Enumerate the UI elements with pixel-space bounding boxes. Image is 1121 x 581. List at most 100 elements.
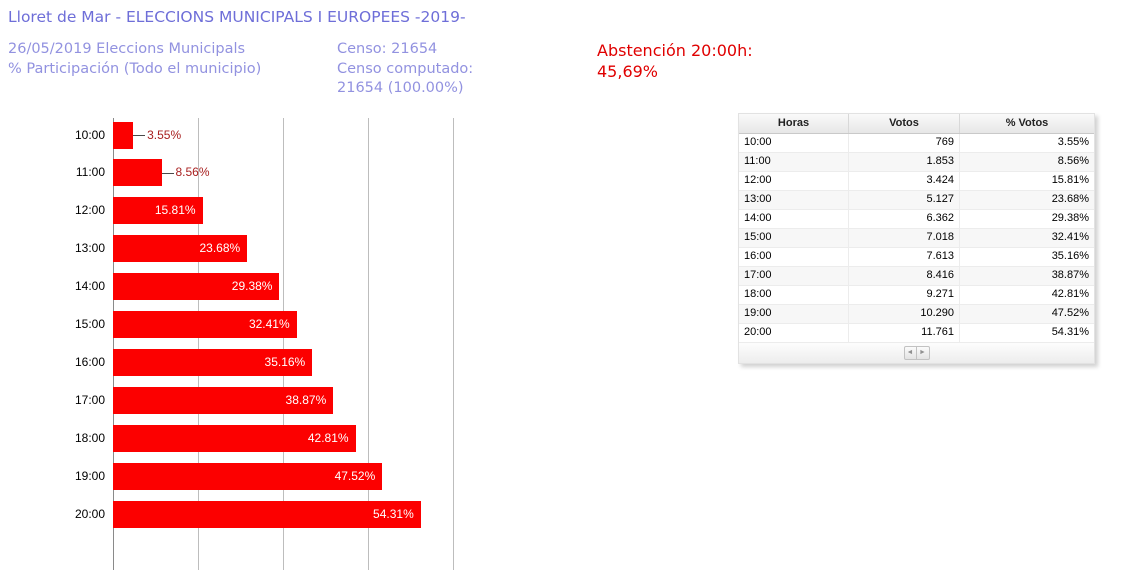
category-label: 13:00 (74, 241, 105, 256)
subtitle-metric-line: % Participación (Todo el municipio) (8, 60, 262, 77)
bar: 29.38% (113, 273, 280, 301)
bar (113, 121, 134, 149)
bar-value-label: 15.81% (154, 203, 196, 218)
cell: 1.853 (849, 153, 960, 171)
cell: 19:00 (739, 305, 849, 323)
cell: 10.290 (849, 305, 960, 323)
cell: 23.68% (1051, 193, 1089, 205)
cell: 7.613 (849, 248, 960, 266)
chart-subtitle: 26/05/2019 Eleccions Municipals % Partic… (8, 40, 261, 79)
gridline (283, 118, 284, 570)
column-header-votos[interactable]: % Votos (1005, 117, 1049, 129)
subtitle-date-line: 26/05/2019 Eleccions Municipals (8, 41, 246, 57)
bar: 38.87% (113, 386, 334, 414)
cell: 18:00 (739, 286, 849, 304)
cell: 38.87% (1051, 269, 1089, 281)
gridline (453, 118, 454, 570)
category-label: 16:00 (74, 354, 105, 369)
census-info: Censo: 21654 Censo computado: 21654 (100… (337, 40, 473, 99)
category-label: 11:00 (75, 165, 105, 180)
cell: 8.416 (849, 267, 960, 285)
votes-table-pager: ◄ ► (739, 343, 1094, 363)
cell: 15.81% (1051, 174, 1089, 186)
table-row[interactable]: 14:00 6.362 29.38% (739, 210, 1094, 229)
bar-value-label: 42.81% (307, 430, 349, 445)
participation-chart: 10:00 3.55% 11:00 8.56% 12:00 15.81% 13:00 23.6… (0, 113, 560, 575)
votes-table: Horas Votos % Votos 10:00 769 3.55% 11:00 1.85… (738, 113, 1095, 364)
table-row[interactable]: 12:00 3.424 15.81% (739, 172, 1094, 191)
column-header-votos[interactable]: Votos (849, 114, 960, 133)
bar: 47.52% (113, 462, 383, 490)
category-label: 12:00 (74, 203, 105, 218)
table-row[interactable]: 17:00 8.416 38.87% (739, 267, 1094, 286)
bar: 32.41% (113, 311, 297, 338)
category-label: 14:00 (74, 279, 105, 294)
votes-table-header: Horas Votos % Votos (739, 114, 1094, 134)
bar: 23.68% (113, 235, 248, 263)
table-row[interactable]: 10:00 769 3.55% (739, 134, 1094, 153)
cell: 20:00 (739, 324, 849, 342)
cell: 15:00 (739, 229, 849, 247)
census-total-line: Censo: 21654 (337, 41, 438, 57)
table-row[interactable]: 11:00 1.853 8.56% (739, 153, 1094, 172)
column-header-horas[interactable]: Horas (739, 114, 849, 133)
cell: 11.761 (849, 324, 960, 342)
bar-value-label: 32.41% (248, 317, 290, 331)
cell: 29.38% (1051, 212, 1089, 224)
cell: 11:00 (739, 153, 849, 171)
cell: 769 (849, 134, 960, 152)
cell: 10:00 (739, 134, 849, 152)
cell: 3.55% (1057, 136, 1089, 148)
cell: 7.018 (849, 229, 960, 247)
cell: 13:00 (739, 191, 849, 209)
cell: 6.362 (849, 210, 960, 228)
cell: 8.56% (1057, 155, 1089, 167)
abstention-info: Abstención 20:00h: 45,69% (597, 40, 753, 82)
bar-value-label: 35.16% (264, 354, 306, 369)
cell: 35.16% (1051, 250, 1089, 262)
cell: 3.424 (849, 172, 960, 190)
cell: 16:00 (739, 248, 849, 266)
bar-value-label: 54.31% (373, 506, 414, 521)
pager-next-button[interactable]: ► (916, 346, 930, 360)
category-label: 20:00 (74, 506, 105, 521)
table-row[interactable]: 19:00 10.290 47.52% (739, 305, 1094, 324)
annotation-connector-line (133, 134, 146, 136)
bar-value-label: 3.55% (133, 122, 181, 149)
annotation-connector-line (161, 172, 174, 174)
bar: 15.81% (113, 197, 203, 225)
cell: 12:00 (739, 172, 849, 190)
bar: 54.31% (113, 500, 421, 528)
bar (113, 159, 162, 187)
y-axis-line (113, 118, 114, 570)
cell: 32.41% (1051, 231, 1089, 243)
category-label: 18:00 (74, 430, 105, 445)
table-row[interactable]: 15:00 7.018 32.41% (739, 229, 1094, 248)
pager-prev-button[interactable]: ◄ (903, 346, 917, 360)
gridline (198, 118, 199, 570)
abstention-value: 45,69% (597, 62, 659, 81)
table-row[interactable]: 16:00 7.613 35.16% (739, 248, 1094, 267)
bar: 35.16% (113, 348, 313, 376)
cell: 42.81% (1051, 288, 1089, 300)
census-computed-value: 21654 (100.00%) (337, 80, 464, 96)
cell: 17:00 (739, 267, 849, 285)
cell: 47.52% (1051, 307, 1089, 319)
cell: 54.31% (1051, 326, 1089, 338)
category-label: 19:00 (74, 468, 105, 483)
cell: 9.271 (849, 286, 960, 304)
table-row[interactable]: 18:00 9.271 42.81% (739, 286, 1094, 305)
abstention-label: Abstención 20:00h: (597, 41, 753, 60)
page-title: Lloret de Mar - ELECCIONS MUNICIPALS I E… (8, 8, 466, 26)
bar: 42.81% (113, 424, 356, 452)
category-label: 10:00 (74, 127, 105, 142)
table-row[interactable]: 20:00 11.761 54.31% (739, 324, 1094, 343)
bar-value-label: 47.52% (334, 468, 376, 483)
bar-value-label: 23.68% (199, 241, 241, 256)
bar-value-label: 29.38% (231, 279, 273, 294)
bar-value-label: 38.87% (285, 392, 327, 407)
table-row[interactable]: 13:00 5.127 23.68% (739, 191, 1094, 210)
bar-value-label: 8.56% (161, 159, 210, 186)
census-computed-label: Censo computado: (337, 60, 474, 77)
